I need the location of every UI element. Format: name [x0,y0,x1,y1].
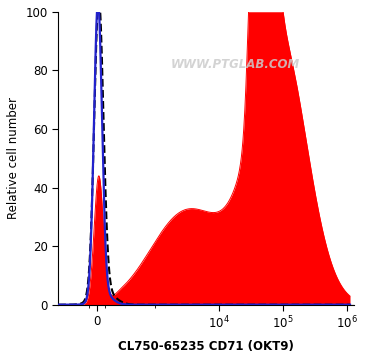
X-axis label: CL750-65235 CD71 (OKT9): CL750-65235 CD71 (OKT9) [118,340,294,353]
Y-axis label: Relative cell number: Relative cell number [7,97,20,219]
Text: WWW.PTGLAB.COM: WWW.PTGLAB.COM [171,58,300,71]
